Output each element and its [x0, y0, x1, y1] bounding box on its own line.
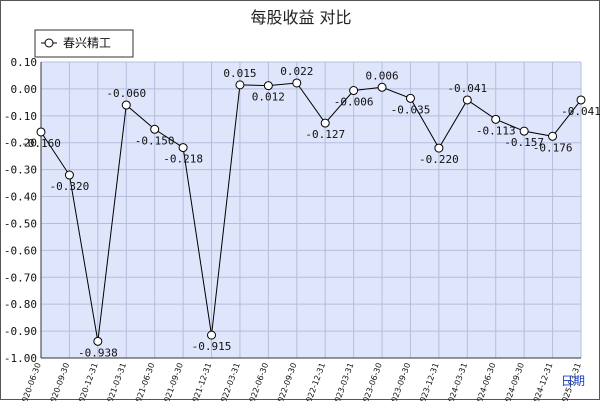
data-point: [491, 114, 501, 124]
y-tick-label: -0.90: [4, 325, 37, 338]
x-tick-label: 2020-09-30: [47, 362, 71, 401]
data-label: -0.160: [21, 137, 61, 150]
data-point: [93, 336, 103, 346]
data-label: 0.015: [223, 67, 256, 80]
x-tick-label: 2023-09-30: [388, 362, 412, 401]
y-tick-label: -0.10: [4, 110, 37, 123]
data-point: [235, 80, 245, 90]
x-tick-label: 2020-06-30: [19, 362, 43, 401]
chart-title: 每股收益 对比: [250, 8, 351, 27]
data-point: [548, 131, 558, 141]
data-point: [519, 126, 529, 136]
x-tick-label: 2020-12-31: [75, 362, 99, 401]
x-tick-label: 2023-06-30: [360, 362, 384, 401]
x-tick-label: 2021-12-31: [189, 362, 213, 401]
data-point: [377, 82, 387, 92]
data-label: -0.060: [106, 87, 146, 100]
data-label: -0.320: [50, 180, 90, 193]
x-tick-label: 2024-09-30: [502, 362, 526, 401]
data-label: -0.041: [561, 105, 600, 118]
x-tick-label: 2022-12-31: [303, 362, 327, 401]
data-label: 0.006: [365, 69, 398, 82]
x-tick-label: 2024-06-30: [473, 362, 497, 401]
data-point: [349, 86, 359, 96]
data-point: [263, 81, 273, 91]
y-tick-label: -0.80: [4, 298, 37, 311]
data-label: -0.157: [504, 136, 544, 149]
data-point: [64, 170, 74, 180]
legend: 春兴精工: [34, 29, 134, 58]
y-tick-label: 0.10: [11, 56, 38, 69]
data-label: -0.915: [192, 340, 232, 353]
x-tick-label: 2022-09-30: [274, 362, 298, 401]
data-point: [36, 127, 46, 137]
series-line: [40, 82, 582, 342]
x-axis-label: 日期: [561, 374, 585, 388]
y-tick-label: -0.30: [4, 164, 37, 177]
x-tick-label: 2022-03-31: [217, 362, 241, 401]
y-tick-label: -0.70: [4, 271, 37, 284]
x-tick-label: 2024-03-31: [445, 362, 469, 401]
y-tick-label: -0.20: [4, 137, 37, 150]
plot-area: 0.10 0.00 -0.10 -0.20 -0.30 -0.40 -0.50 -0.60 -0…: [4, 56, 600, 401]
data-label: -0.035: [391, 103, 431, 116]
data-point: [462, 95, 472, 105]
data-label: -0.113: [476, 124, 516, 137]
plot-background: [41, 62, 581, 358]
data-point: [121, 100, 131, 110]
data-point: [178, 143, 188, 153]
data-point: [320, 118, 330, 128]
data-label: 0.012: [252, 91, 285, 104]
data-label: -0.127: [305, 128, 345, 141]
legend-marker: [44, 38, 54, 48]
x-tick-label: 2021-06-30: [132, 362, 156, 401]
y-tick-label: -0.60: [4, 244, 37, 257]
y-tick-label: -0.40: [4, 191, 37, 204]
data-label: -0.176: [533, 141, 573, 154]
data-label: -0.006: [334, 96, 374, 109]
data-label: -0.938: [78, 346, 118, 359]
data-point: [405, 93, 415, 103]
data-point: [576, 95, 586, 105]
data-point: [292, 78, 302, 88]
data-label: -0.041: [447, 82, 487, 95]
data-label: -0.220: [419, 153, 459, 166]
y-tick-label: -0.50: [4, 217, 37, 230]
x-tick-label: 2021-09-30: [161, 362, 185, 401]
y-tick-label: -1.00: [4, 352, 37, 365]
data-label: -0.218: [163, 153, 203, 166]
legend-series-name: 春兴精工: [63, 36, 111, 50]
data-point: [434, 143, 444, 153]
data-label: 0.022: [280, 65, 313, 78]
x-tick-label: 2023-12-31: [416, 362, 440, 401]
x-tick-label: 2024-12-31: [530, 362, 554, 401]
y-tick-label: 0.00: [11, 83, 38, 96]
data-point: [150, 124, 160, 134]
data-label: -0.150: [135, 134, 175, 147]
data-point: [207, 330, 217, 340]
x-tick-label: 2021-03-31: [104, 362, 128, 401]
x-tick-label: 2022-06-30: [246, 362, 270, 401]
x-tick-label: 2023-03-31: [331, 362, 355, 401]
